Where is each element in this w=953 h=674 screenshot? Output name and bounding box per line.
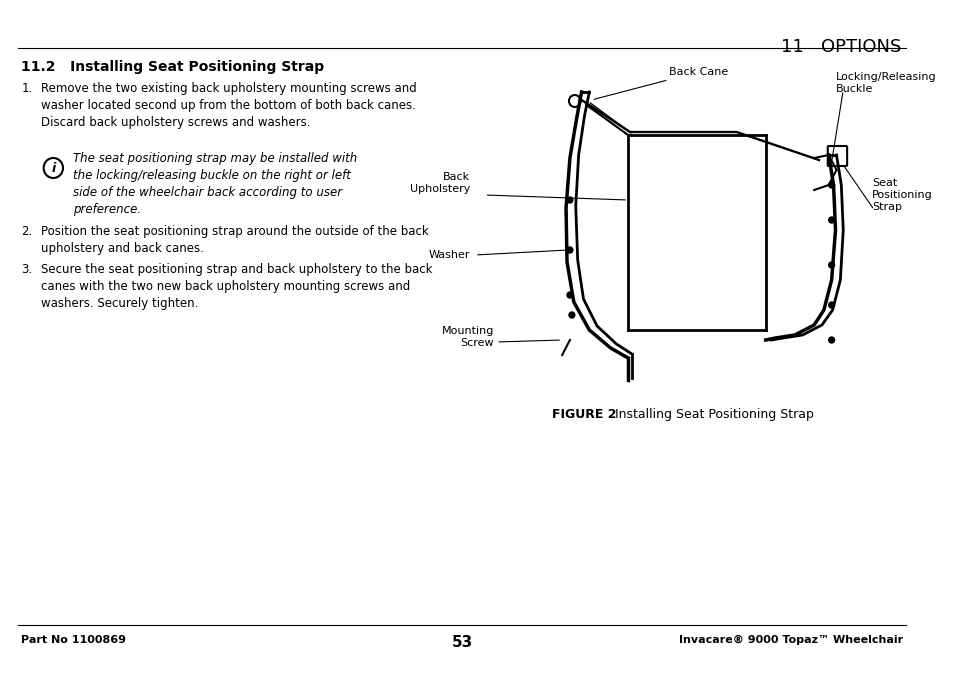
Text: Mounting
Screw: Mounting Screw	[441, 326, 494, 348]
Text: Position the seat positioning strap around the outside of the back
upholstery an: Position the seat positioning strap arou…	[41, 225, 428, 255]
Circle shape	[828, 217, 834, 223]
Circle shape	[566, 292, 572, 298]
Circle shape	[828, 262, 834, 268]
Text: Back Cane: Back Cane	[594, 67, 727, 99]
Text: Washer: Washer	[428, 250, 470, 260]
Text: Seat
Positioning
Strap: Seat Positioning Strap	[871, 178, 932, 212]
Circle shape	[568, 312, 574, 318]
Text: Secure the seat positioning strap and back upholstery to the back
canes with the: Secure the seat positioning strap and ba…	[41, 263, 432, 310]
Text: 11.2   Installing Seat Positioning Strap: 11.2 Installing Seat Positioning Strap	[21, 60, 324, 74]
Text: 11   OPTIONS: 11 OPTIONS	[781, 38, 901, 56]
Text: Back
Upholstery: Back Upholstery	[409, 172, 470, 194]
Text: Remove the two existing back upholstery mounting screws and
washer located secon: Remove the two existing back upholstery …	[41, 82, 416, 129]
Circle shape	[828, 337, 834, 343]
Text: 2.: 2.	[21, 225, 32, 238]
Text: i: i	[51, 162, 55, 175]
Text: Installing Seat Positioning Strap: Installing Seat Positioning Strap	[602, 408, 813, 421]
Text: Locking/Releasing
Buckle: Locking/Releasing Buckle	[835, 72, 935, 94]
Text: 3.: 3.	[21, 263, 32, 276]
Text: 1.: 1.	[21, 82, 32, 95]
Circle shape	[566, 247, 572, 253]
Text: The seat positioning strap may be installed with
the locking/releasing buckle on: The seat positioning strap may be instal…	[72, 152, 356, 216]
Text: Invacare® 9000 Topaz™ Wheelchair: Invacare® 9000 Topaz™ Wheelchair	[679, 635, 902, 645]
Circle shape	[828, 302, 834, 308]
Text: FIGURE 2: FIGURE 2	[552, 408, 617, 421]
Circle shape	[566, 197, 572, 203]
Text: Part No 1100869: Part No 1100869	[21, 635, 126, 645]
Circle shape	[828, 182, 834, 188]
Text: 53: 53	[451, 635, 473, 650]
